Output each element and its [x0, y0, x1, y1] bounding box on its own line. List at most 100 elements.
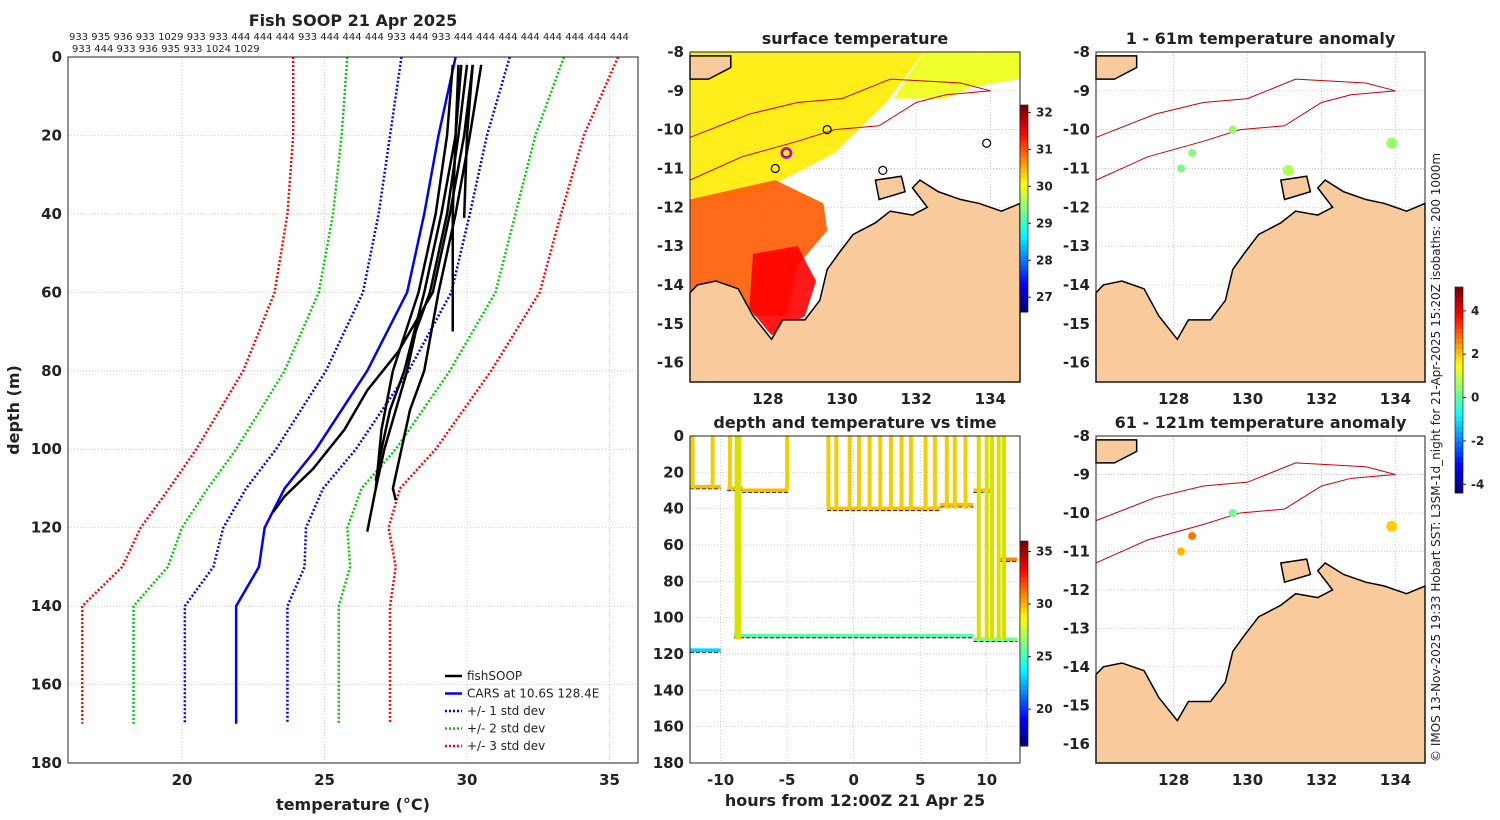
temperature-colorbar-segment — [1020, 669, 1028, 675]
x-axis-label: temperature (°C) — [276, 795, 430, 814]
y-tick-label: -8 — [667, 43, 684, 61]
y-tick-label: -10 — [1063, 121, 1090, 139]
x-tick-label: 134 — [1380, 390, 1411, 408]
sst-colorbar-segment — [1020, 105, 1028, 111]
anomaly-colorbar-segment — [1455, 374, 1463, 381]
y-tick-label: 140 — [31, 597, 62, 615]
temperature-colorbar-segment — [1020, 725, 1028, 732]
y-tick-label: 120 — [31, 519, 62, 537]
x-tick-label: 134 — [975, 390, 1006, 408]
sst-colorbar-segment — [1020, 141, 1028, 147]
y-tick-label: -13 — [1063, 237, 1090, 255]
panel-title: 61 - 121m temperature anomaly — [1115, 413, 1407, 432]
y-tick-label: -16 — [1063, 354, 1090, 372]
land-island — [1279, 175, 1312, 201]
anomaly-colorbar-segment — [1455, 302, 1463, 309]
x-tick-label: 128 — [1158, 771, 1189, 789]
anomaly-colorbar-segment — [1455, 379, 1463, 386]
y-tick-label: -16 — [1063, 735, 1090, 753]
x-tick-label: 130 — [1232, 390, 1263, 408]
fishsoop-profile-line — [374, 64, 454, 489]
std-3-lower-line — [81, 57, 295, 724]
sst-colorbar-frame — [1019, 104, 1029, 313]
y-tick-label: -12 — [1063, 198, 1090, 216]
land-island — [1279, 558, 1312, 584]
y-tick-label: -9 — [1073, 465, 1090, 483]
temperature-colorbar-segment — [1020, 720, 1028, 726]
temperature-colorbar-segment — [1020, 617, 1028, 624]
anomaly-colorbar-tick-label: -2 — [1471, 434, 1484, 448]
y-tick-label: 40 — [663, 500, 684, 518]
y-tick-label: -15 — [657, 315, 684, 333]
anomaly-marker — [1188, 148, 1197, 157]
panel-title: surface temperature — [762, 29, 949, 48]
sst-colorbar-segment — [1020, 265, 1028, 272]
std-1-upper-line — [286, 56, 511, 724]
station-marker — [822, 125, 832, 135]
sst-colorbar-segment — [1020, 218, 1028, 225]
sst-colorbar-segment — [1020, 208, 1028, 215]
x-tick-label: 130 — [1232, 771, 1263, 789]
temperature-colorbar-segment — [1020, 648, 1028, 655]
plot-frame — [1095, 51, 1426, 383]
temperature-colorbar-segment — [1020, 684, 1028, 691]
y-tick-label: 80 — [663, 572, 684, 590]
y-tick-label: -14 — [657, 276, 684, 294]
temperature-colorbar-segment — [1020, 643, 1028, 650]
anomaly-colorbar-segment — [1455, 369, 1463, 376]
anomaly-colorbar-tick-label: 4 — [1471, 304, 1479, 318]
x-tick-label: 128 — [752, 390, 783, 408]
y-tick-label: -10 — [657, 121, 684, 139]
y-tick-label: 100 — [653, 609, 684, 627]
sst-colorbar-segment — [1020, 136, 1028, 142]
temperature-colorbar-segment — [1020, 653, 1028, 660]
y-tick-label: -14 — [1063, 658, 1090, 676]
sst-field-patch — [690, 52, 924, 204]
y-tick-label: -11 — [1063, 542, 1090, 560]
anomaly-colorbar-segment — [1455, 287, 1463, 293]
x-tick-label: 0 — [848, 771, 858, 789]
temperature-colorbar-segment — [1020, 556, 1028, 562]
sst-colorbar-segment — [1020, 161, 1028, 168]
anomaly-colorbar-segment — [1455, 333, 1463, 339]
temperature-colorbar-segment — [1020, 576, 1028, 583]
temperature-colorbar-segment — [1020, 582, 1028, 588]
sst-colorbar-tick-label: 27 — [1036, 290, 1053, 304]
land-australia — [1095, 561, 1426, 764]
anomaly-colorbar-segment — [1455, 405, 1463, 412]
temperature-colorbar-segment — [1020, 561, 1028, 568]
temperature-colorbar-segment — [1020, 638, 1028, 644]
station-marker — [770, 163, 780, 174]
std-1-lower-line — [183, 56, 403, 724]
anomaly-colorbar-segment — [1455, 307, 1463, 314]
anomaly-colorbar-segment — [1455, 328, 1463, 334]
anomaly-colorbar-tick-label: 2 — [1471, 347, 1479, 361]
sst-field-patch — [893, 52, 1020, 99]
anomaly-colorbar-segment — [1455, 477, 1463, 484]
anomaly-colorbar-segment — [1455, 390, 1463, 396]
anomaly-colorbar-segment — [1455, 317, 1463, 324]
temperature-colorbar-segment — [1020, 612, 1028, 619]
y-tick-label: -16 — [657, 354, 684, 372]
sst-colorbar-segment — [1020, 110, 1028, 116]
sst-colorbar-segment — [1020, 177, 1028, 184]
credit-text: © IMOS 13-Nov-2025 19:33 Hobart SST: L3S… — [1429, 153, 1443, 762]
sst-colorbar-segment — [1020, 234, 1028, 241]
x-tick-label: 132 — [1306, 771, 1337, 789]
x-tick-label: 128 — [1158, 390, 1189, 408]
fishsoop-profile-line — [366, 64, 469, 532]
isobath-200m-line — [1095, 78, 1396, 138]
sst-colorbar-segment — [1020, 244, 1028, 251]
sst-colorbar-segment — [1020, 229, 1028, 235]
legend-label: +/- 3 std dev — [467, 739, 545, 753]
anomaly-colorbar-segment — [1455, 384, 1463, 391]
panel-title: 1 - 61m temperature anomaly — [1126, 29, 1396, 48]
anomaly-colorbar-segment — [1455, 431, 1463, 437]
anomaly-colorbar-segment — [1455, 415, 1463, 422]
legend-label: +/- 1 std dev — [467, 704, 545, 718]
sst-colorbar-tick-label: 32 — [1036, 105, 1053, 119]
x-tick-label: -10 — [707, 771, 734, 789]
anomaly-colorbar-segment — [1455, 462, 1463, 468]
anomaly-colorbar-segment — [1455, 451, 1463, 458]
anomaly-colorbar-segment — [1455, 312, 1463, 319]
